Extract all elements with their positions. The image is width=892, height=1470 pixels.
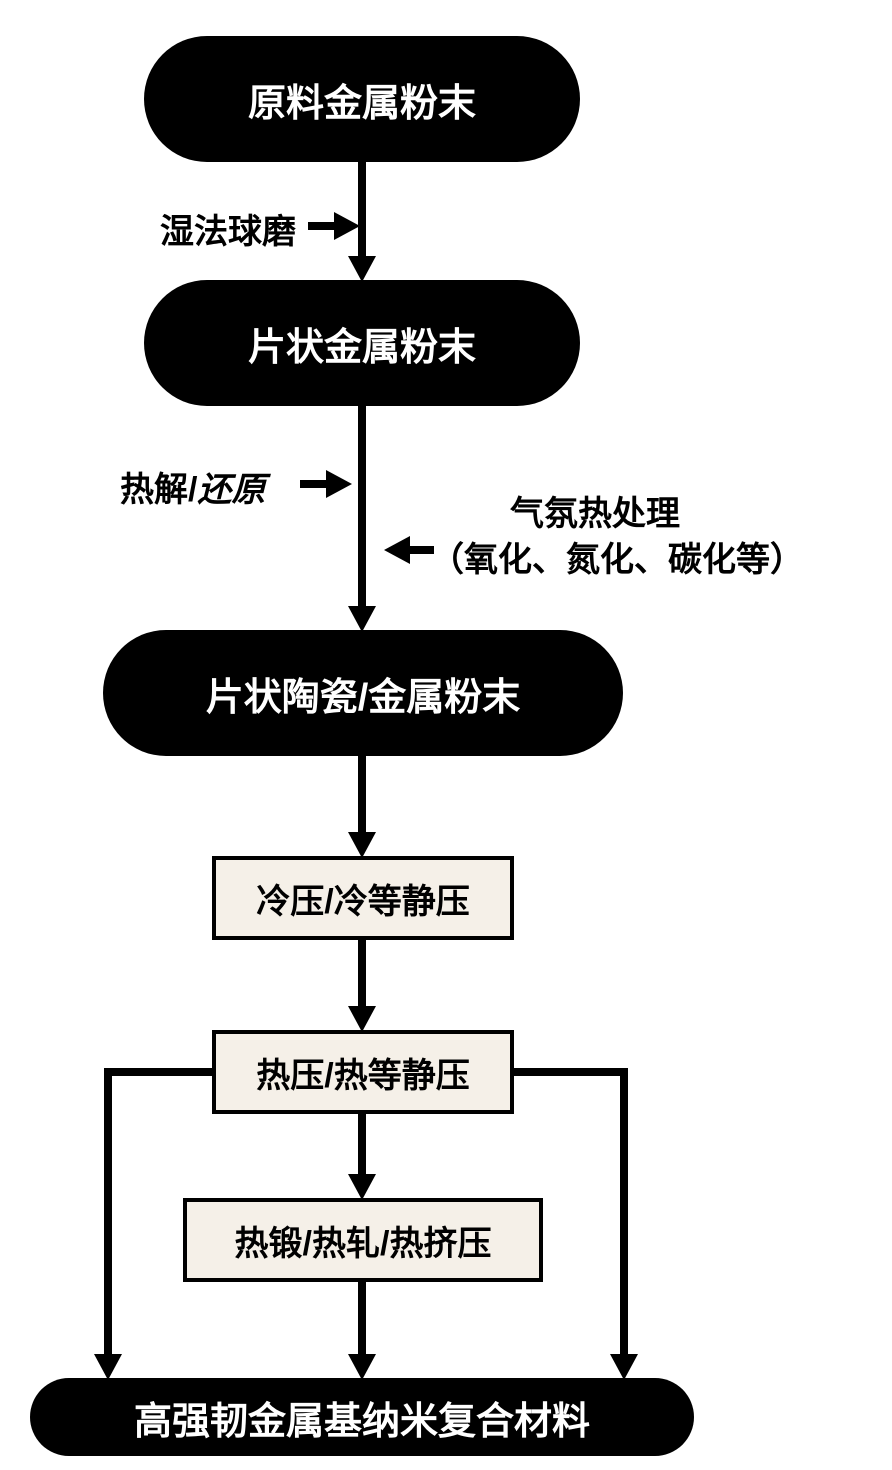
arrowhead <box>348 1006 376 1032</box>
arrowhead <box>348 832 376 858</box>
node-composite-material: 高强韧金属基纳米复合材料 <box>30 1378 694 1456</box>
annotation-arrowhead <box>334 212 360 240</box>
annotation-heat-treatment-line2: （氧化、氮化、碳化等） <box>430 532 804 581</box>
edge-left-branch-h <box>104 1068 212 1076</box>
annotation-heat-treatment-line1: 气氛热处理 <box>510 486 680 535</box>
node-cold-press: 冷压/冷等静压 <box>212 856 514 940</box>
arrowhead <box>348 1354 376 1380</box>
node-label: 热压/热等静压 <box>256 1048 469 1097</box>
node-hot-press: 热压/热等静压 <box>212 1030 514 1114</box>
annotation-arrowhead <box>326 470 352 498</box>
edge-left-branch-v <box>104 1068 112 1356</box>
annotation-text: 湿法球磨 <box>160 213 296 251</box>
node-label: 原料金属粉末 <box>248 72 476 127</box>
node-label: 热锻/热轧/热挤压 <box>235 1216 492 1265</box>
arrowhead <box>348 256 376 282</box>
node-label: 高强韧金属基纳米复合材料 <box>134 1390 590 1445</box>
annotation-text: 气氛热处理 <box>510 495 680 533</box>
node-ceramic-metal-powder: 片状陶瓷/金属粉末 <box>103 630 623 756</box>
edge-n5-n6 <box>358 1114 366 1176</box>
arrowhead <box>610 1354 638 1380</box>
annotation-wet-milling: 湿法球磨 <box>160 204 296 253</box>
annotation-pyrolysis: 热解/还原 <box>120 462 265 511</box>
edge-n1-n2 <box>358 162 366 258</box>
node-hot-forge: 热锻/热轧/热挤压 <box>183 1198 543 1282</box>
edge-n3-n4 <box>358 756 366 834</box>
annotation-text: （氧化、氮化、碳化等） <box>430 541 804 579</box>
arrowhead <box>348 606 376 632</box>
node-raw-powder: 原料金属粉末 <box>144 36 580 162</box>
node-label: 冷压/冷等静压 <box>256 874 469 923</box>
annotation-arrowhead <box>384 536 410 564</box>
annotation-text: 热解/ <box>120 471 197 509</box>
node-label: 片状陶瓷/金属粉末 <box>206 666 521 721</box>
edge-right-branch-v <box>620 1068 628 1356</box>
edge-n2-n3 <box>358 406 366 608</box>
node-flake-powder: 片状金属粉末 <box>144 280 580 406</box>
annotation-text-italic: 还原 <box>197 471 265 509</box>
annotation-arrow-line <box>408 546 434 554</box>
edge-n4-n5 <box>358 940 366 1008</box>
node-label: 片状金属粉末 <box>248 316 476 371</box>
edge-right-branch-h <box>514 1068 628 1076</box>
arrowhead <box>94 1354 122 1380</box>
flowchart-container: 原料金属粉末 湿法球磨 片状金属粉末 热解/还原 气氛热处理 （氧化、氮化、碳化… <box>0 0 892 1470</box>
edge-n6-n7 <box>358 1282 366 1356</box>
arrowhead <box>348 1174 376 1200</box>
